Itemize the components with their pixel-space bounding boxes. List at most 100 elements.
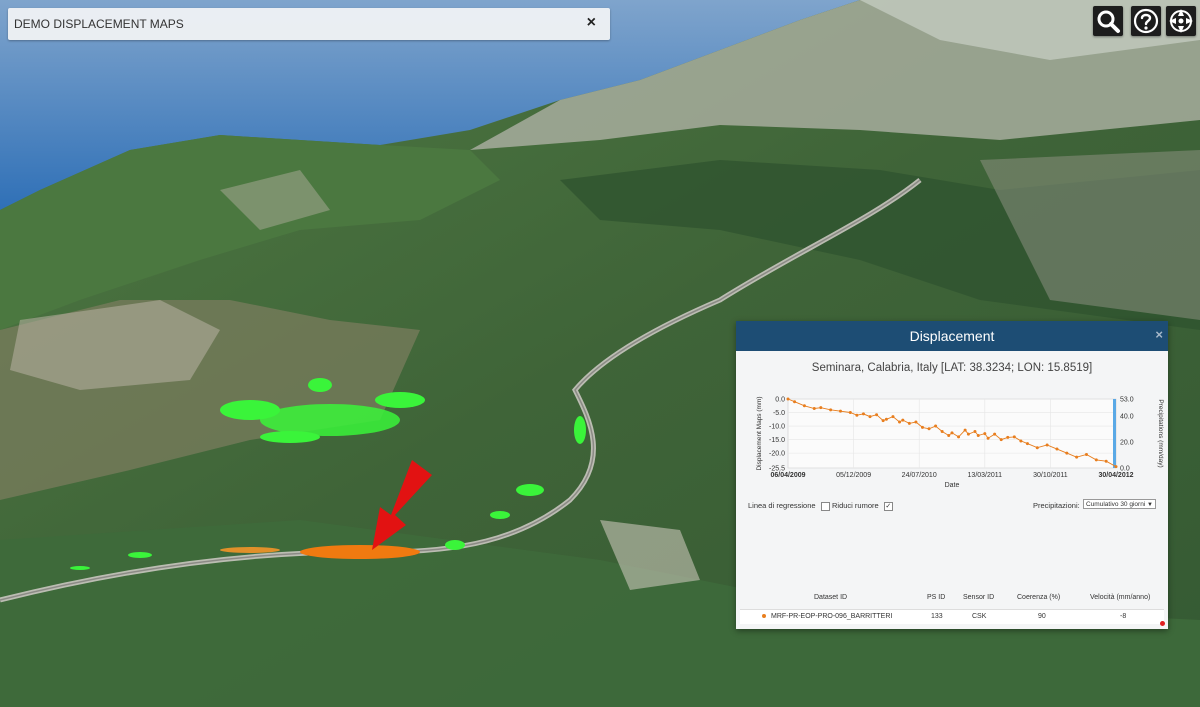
data-point: [848, 411, 852, 415]
search-icon: [1097, 10, 1120, 33]
app-title-bar: DEMO DISPLACEMENT MAPS ×: [8, 8, 610, 40]
regression-checkbox[interactable]: [820, 501, 830, 511]
y-tick-label: -25.5: [769, 466, 785, 473]
data-point: [950, 431, 954, 435]
data-point: [966, 432, 970, 436]
noise-checkbox[interactable]: ✓: [883, 501, 893, 511]
panel-title: Displacement: [909, 328, 995, 344]
data-point: [861, 412, 865, 416]
data-point: [786, 397, 790, 401]
data-point: [875, 413, 879, 417]
data-point: [901, 418, 905, 422]
data-point: [1084, 452, 1088, 456]
compass-button[interactable]: [1166, 6, 1196, 36]
data-point: [802, 404, 806, 408]
data-point: [999, 438, 1003, 442]
y-tick-label: -15.0: [769, 437, 785, 444]
table-row[interactable]: MRF-PR-EOP-PRO-096_BARRITTERI 133 CSK 90…: [740, 609, 1164, 624]
compass-icon: [1169, 9, 1193, 33]
data-point: [1075, 455, 1079, 459]
data-point: [838, 409, 842, 413]
table-header: Dataset ID PS ID Sensor ID Coerenza (%) …: [740, 594, 1164, 604]
series-dot-icon: [762, 614, 766, 619]
x-tick-label: 05/12/2009: [836, 472, 871, 479]
precip-selected-value: Cumulativo 30 giorni: [1086, 501, 1146, 508]
app-title: DEMO DISPLACEMENT MAPS: [14, 17, 184, 31]
regression-option: Linea di regressione: [748, 501, 830, 511]
row-velocita: -8: [1120, 613, 1127, 620]
displacement-chart[interactable]: 0.0 -5.0 -10.0 -15.0 -20.0 -25.506/04/2009 05/…: [736, 381, 1168, 496]
data-point: [914, 420, 918, 424]
data-point: [812, 406, 816, 410]
data-point: [868, 415, 872, 419]
status-dot-icon: [1160, 621, 1165, 626]
y2-tick-label: 0.0: [1120, 466, 1130, 473]
data-point: [1114, 465, 1118, 469]
noise-label: Riduci rumore: [832, 501, 879, 510]
x-tick-label: 06/04/2009: [770, 472, 805, 479]
row-coerenza: 90: [1038, 613, 1046, 620]
y2-axis-label: Precipitations (mm/day): [1157, 399, 1164, 467]
col-velocita: Velocità (mm/anno): [1090, 594, 1151, 601]
data-point: [907, 421, 911, 425]
y-axis-label: Displacement Maps (mm): [756, 396, 763, 470]
data-point: [976, 434, 980, 438]
data-point: [1045, 443, 1049, 447]
data-point: [1025, 442, 1029, 446]
data-point: [920, 425, 924, 429]
data-point: [1019, 439, 1023, 443]
close-panel-button[interactable]: ×: [1155, 327, 1163, 342]
data-point: [947, 434, 951, 438]
col-sensor-id: Sensor ID: [963, 594, 995, 601]
data-point: [884, 417, 888, 421]
data-point: [993, 432, 997, 436]
data-point: [1065, 451, 1069, 455]
data-point: [957, 435, 961, 439]
data-point: [819, 406, 823, 410]
data-point: [891, 415, 895, 419]
panel-header: Displacement ×: [736, 321, 1168, 351]
data-point: [973, 429, 977, 433]
help-button[interactable]: [1131, 6, 1161, 36]
data-point: [829, 408, 833, 412]
x-tick-label: 30/10/2011: [1033, 472, 1068, 479]
regression-label: Linea di regressione: [748, 501, 816, 510]
arrow-marker-icon: [372, 460, 432, 550]
x-tick-label: 13/03/2011: [968, 472, 1003, 479]
data-point: [927, 427, 931, 431]
precip-bar: [1113, 399, 1116, 468]
y-tick-label: -10.0: [769, 424, 785, 431]
precip-label: Precipitazioni:: [1033, 501, 1080, 510]
data-point: [1104, 459, 1108, 463]
data-point: [898, 420, 902, 424]
y-tick-label: 0.0: [775, 397, 785, 404]
data-point: [983, 432, 987, 436]
chevron-down-icon: ▼: [1147, 502, 1153, 508]
x-axis-label: Date: [945, 482, 960, 489]
col-dataset-id: Dataset ID: [814, 594, 848, 601]
data-point: [940, 429, 944, 433]
y2-tick-label: 53.0: [1120, 397, 1134, 404]
y2-tick-label: 40.0: [1120, 413, 1134, 420]
data-point: [1035, 446, 1039, 450]
row-dataset-id: MRF-PR-EOP-PRO-096_BARRITTERI: [771, 613, 893, 620]
data-point: [881, 419, 885, 423]
location-subtitle: Seminara, Calabria, Italy [LAT: 38.3234;…: [811, 362, 1093, 374]
data-point: [1055, 447, 1059, 451]
help-icon: [1133, 8, 1159, 34]
data-point: [855, 413, 859, 417]
y-tick-label: -5.0: [773, 410, 785, 417]
y2-tick-label: 20.0: [1120, 439, 1134, 446]
data-point: [963, 428, 967, 432]
search-button[interactable]: [1093, 6, 1123, 36]
y-tick-label: -20.0: [769, 451, 785, 458]
col-coerenza: Coerenza (%): [1017, 594, 1061, 601]
data-point: [793, 400, 797, 404]
data-point: [934, 424, 938, 428]
close-title-button[interactable]: ×: [586, 14, 596, 31]
col-ps-id: PS ID: [927, 594, 946, 601]
x-tick-label: 30/04/2012: [1098, 472, 1133, 479]
row-ps-id: 133: [931, 613, 943, 620]
noise-option: Riduci rumore ✓: [832, 501, 893, 511]
precip-select[interactable]: Cumulativo 30 giorni ▼: [1083, 499, 1156, 509]
